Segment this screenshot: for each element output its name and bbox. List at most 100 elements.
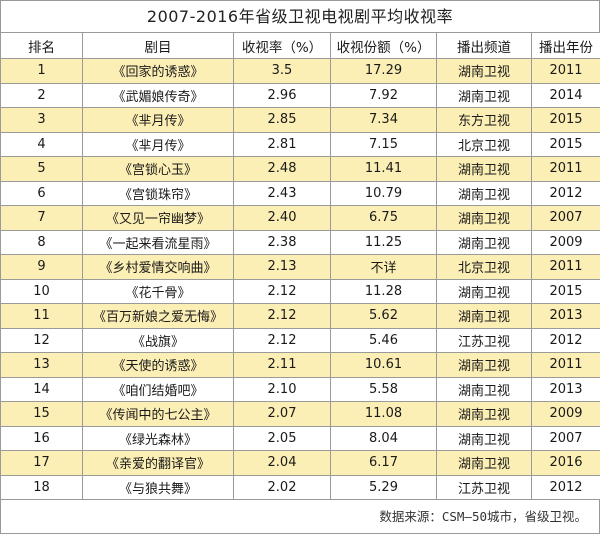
cell-year: 2015 bbox=[532, 279, 600, 304]
cell-channel: 湖南卫视 bbox=[437, 230, 532, 255]
cell-share: 8.04 bbox=[331, 426, 437, 451]
ratings-table-page: 2007-2016年省级卫视电视剧平均收视率 排名 剧目 收视率（%） 收视份额… bbox=[0, 0, 600, 518]
cell-rating: 2.11 bbox=[234, 353, 331, 378]
cell-drama: 《宫锁珠帘》 bbox=[83, 181, 234, 206]
cell-drama: 《与狼共舞》 bbox=[83, 475, 234, 500]
cell-drama: 《回家的诱惑》 bbox=[83, 59, 234, 84]
cell-rank: 16 bbox=[1, 426, 83, 451]
cell-drama: 《芈月传》 bbox=[83, 132, 234, 157]
cell-rank: 17 bbox=[1, 451, 83, 476]
cell-rank: 10 bbox=[1, 279, 83, 304]
cell-year: 2011 bbox=[532, 353, 600, 378]
header-rank: 排名 bbox=[1, 33, 83, 59]
cell-year: 2015 bbox=[532, 132, 600, 157]
cell-year: 2013 bbox=[532, 304, 600, 329]
cell-year: 2016 bbox=[532, 451, 600, 476]
cell-channel: 湖南卫视 bbox=[437, 426, 532, 451]
cell-rank: 3 bbox=[1, 108, 83, 133]
cell-share: 5.46 bbox=[331, 328, 437, 353]
data-source-note: 数据来源：CSM—50城市，省级卫视。 bbox=[0, 500, 600, 534]
cell-rank: 15 bbox=[1, 402, 83, 427]
cell-rank: 11 bbox=[1, 304, 83, 329]
cell-share: 5.58 bbox=[331, 377, 437, 402]
table-title: 2007-2016年省级卫视电视剧平均收视率 bbox=[0, 0, 600, 32]
cell-share: 10.79 bbox=[331, 181, 437, 206]
cell-year: 2011 bbox=[532, 157, 600, 182]
cell-channel: 湖南卫视 bbox=[437, 353, 532, 378]
cell-drama: 《宫锁心玉》 bbox=[83, 157, 234, 182]
cell-rating: 2.02 bbox=[234, 475, 331, 500]
cell-channel: 江苏卫视 bbox=[437, 328, 532, 353]
header-drama: 剧目 bbox=[83, 33, 234, 59]
cell-rating: 2.04 bbox=[234, 451, 331, 476]
cell-year: 2012 bbox=[532, 475, 600, 500]
cell-rank: 7 bbox=[1, 206, 83, 231]
cell-channel: 东方卫视 bbox=[437, 108, 532, 133]
cell-rating: 2.85 bbox=[234, 108, 331, 133]
cell-rank: 9 bbox=[1, 255, 83, 280]
cell-share: 11.08 bbox=[331, 402, 437, 427]
cell-share: 不详 bbox=[331, 255, 437, 280]
cell-rank: 8 bbox=[1, 230, 83, 255]
cell-share: 6.17 bbox=[331, 451, 437, 476]
cell-share: 7.34 bbox=[331, 108, 437, 133]
cell-year: 2007 bbox=[532, 426, 600, 451]
cell-share: 7.15 bbox=[331, 132, 437, 157]
cell-drama: 《绿光森林》 bbox=[83, 426, 234, 451]
cell-rank: 6 bbox=[1, 181, 83, 206]
cell-channel: 湖南卫视 bbox=[437, 279, 532, 304]
cell-rating: 2.13 bbox=[234, 255, 331, 280]
cell-drama: 《乡村爱情交响曲》 bbox=[83, 255, 234, 280]
cell-year: 2011 bbox=[532, 255, 600, 280]
cell-rank: 12 bbox=[1, 328, 83, 353]
cell-year: 2009 bbox=[532, 402, 600, 427]
cell-rank: 14 bbox=[1, 377, 83, 402]
cell-channel: 湖南卫视 bbox=[437, 304, 532, 329]
cell-drama: 《花千骨》 bbox=[83, 279, 234, 304]
cell-drama: 《芈月传》 bbox=[83, 108, 234, 133]
cell-share: 5.29 bbox=[331, 475, 437, 500]
cell-rating: 2.38 bbox=[234, 230, 331, 255]
header-share: 收视份额（%） bbox=[331, 33, 437, 59]
cell-rating: 2.10 bbox=[234, 377, 331, 402]
cell-channel: 湖南卫视 bbox=[437, 451, 532, 476]
cell-rating: 2.12 bbox=[234, 304, 331, 329]
cell-year: 2014 bbox=[532, 83, 600, 108]
cell-rank: 18 bbox=[1, 475, 83, 500]
cell-drama: 《亲爱的翻译官》 bbox=[83, 451, 234, 476]
cell-drama: 《咱们结婚吧》 bbox=[83, 377, 234, 402]
cell-channel: 湖南卫视 bbox=[437, 377, 532, 402]
cell-channel: 湖南卫视 bbox=[437, 402, 532, 427]
cell-channel: 湖南卫视 bbox=[437, 157, 532, 182]
cell-channel: 江苏卫视 bbox=[437, 475, 532, 500]
cell-channel: 北京卫视 bbox=[437, 255, 532, 280]
cell-rating: 2.07 bbox=[234, 402, 331, 427]
table-header-row: 排名 剧目 收视率（%） 收视份额（%） 播出频道 播出年份 bbox=[1, 33, 600, 59]
cell-rank: 5 bbox=[1, 157, 83, 182]
cell-share: 7.92 bbox=[331, 83, 437, 108]
cell-channel: 湖南卫视 bbox=[437, 59, 532, 84]
cell-rating: 2.12 bbox=[234, 279, 331, 304]
cell-rank: 2 bbox=[1, 83, 83, 108]
cell-year: 2015 bbox=[532, 108, 600, 133]
cell-rating: 2.05 bbox=[234, 426, 331, 451]
cell-rank: 4 bbox=[1, 132, 83, 157]
cell-year: 2012 bbox=[532, 328, 600, 353]
cell-rating: 2.43 bbox=[234, 181, 331, 206]
cell-year: 2007 bbox=[532, 206, 600, 231]
cell-rating: 2.48 bbox=[234, 157, 331, 182]
cell-rank: 1 bbox=[1, 59, 83, 84]
header-year: 播出年份 bbox=[532, 33, 600, 59]
